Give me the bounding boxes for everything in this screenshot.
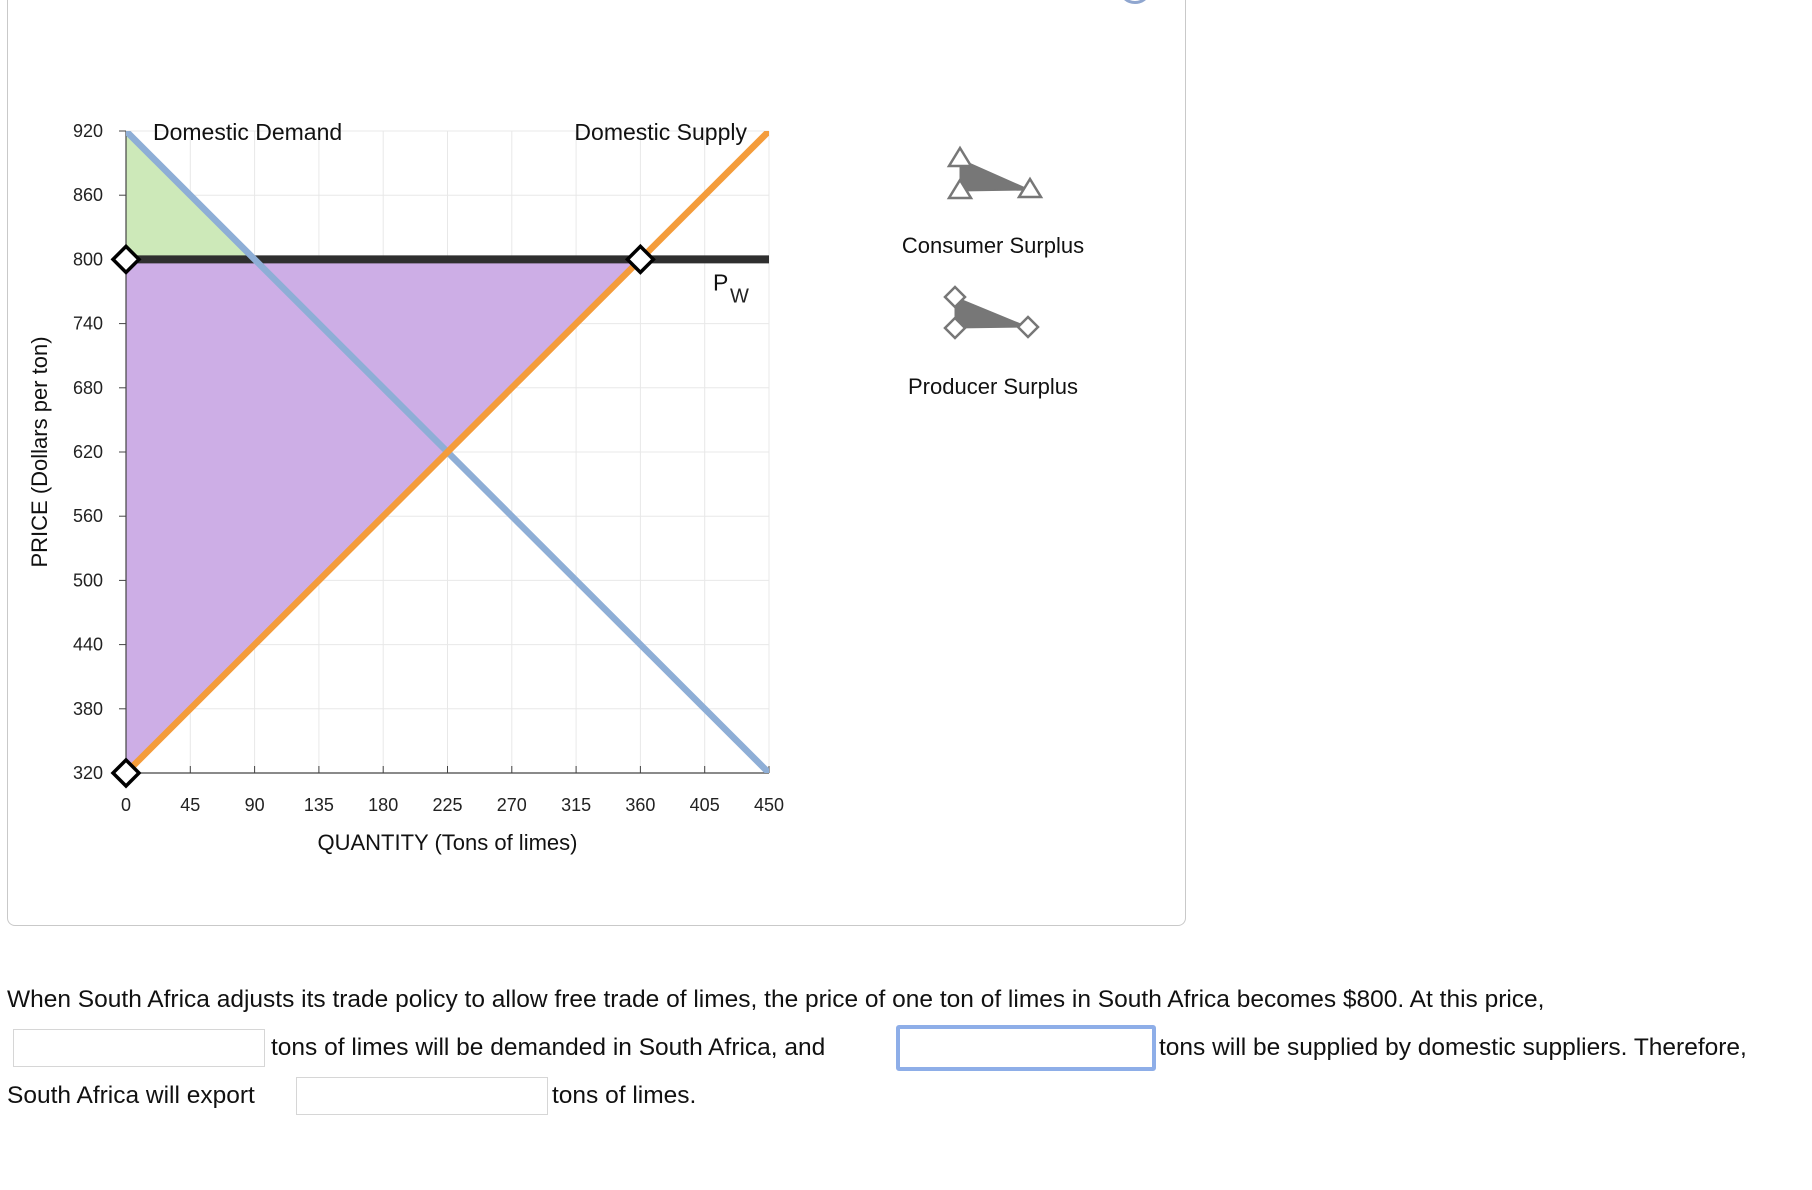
domestic-supply-curve[interactable] [126,131,769,773]
diamond-marker-icon [943,316,967,340]
supply-label: Domestic Supply [574,119,747,145]
exports-input[interactable] [296,1077,548,1115]
y-tick-label: 740 [73,314,103,334]
y-tick-label: 920 [73,121,103,141]
question-line-2-text-b: tons will be supplied by domestic suppli… [1159,1034,1747,1061]
world-price-label: P [713,269,728,295]
x-tick-label: 270 [497,795,527,815]
question-line-3: South Africa will export tons of limes. [7,1072,1812,1120]
x-tick-label: 315 [561,795,591,815]
x-tick-label: 405 [690,795,720,815]
curves [126,131,769,773]
y-axis-title: PRICE (Dollars per ton) [27,336,52,567]
producer-surplus-legend-label: Producer Surplus [908,374,1078,399]
labels: Domestic Demand Domestic Supply PW [153,119,749,307]
x-tick-label: 45 [180,795,200,815]
x-tick-label: 90 [245,795,265,815]
question-line-3-text-a: South Africa will export [7,1082,255,1109]
x-tick-label: 180 [368,795,398,815]
consumer-surplus-tool-shape[interactable] [959,158,1031,192]
consumer-surplus-legend-label: Consumer Surplus [902,233,1084,258]
consumer-surplus-tool[interactable]: Consumer Surplus [902,145,1084,258]
surplus-chart[interactable]: 320 380 440 500 560 620 680 740 800 860 920 0 45 90 13… [0,0,1812,960]
y-tick-label: 560 [73,506,103,526]
legend[interactable]: Consumer Surplus Producer Surplus [902,145,1084,399]
y-tick-label: 620 [73,442,103,462]
producer-surplus-tool[interactable]: Producer Surplus [908,285,1078,399]
y-tick-label: 680 [73,378,103,398]
x-tick-label: 450 [754,795,784,815]
axes: 320 380 440 500 560 620 680 740 800 860 920 0 45 90 13… [27,121,784,855]
y-tick-label: 860 [73,185,103,205]
diamond-marker-icon [943,285,967,309]
question-line-2: tons of limes will be demanded in South … [7,1024,1812,1072]
x-tick-label: 225 [432,795,462,815]
y-tick-label: 380 [73,699,103,719]
handles[interactable] [110,243,656,789]
triangle-marker-icon [946,177,974,200]
x-axis-title: QUANTITY (Tons of limes) [318,830,578,855]
y-tick-label: 440 [73,635,103,655]
surplus-handle[interactable] [110,757,142,789]
x-tick-label: 135 [304,795,334,815]
y-tick-label: 320 [73,763,103,783]
quantity-supplied-input[interactable] [896,1025,1156,1071]
question-line-2-text-a: tons of limes will be demanded in South … [271,1034,826,1061]
diamond-marker-icon [1016,315,1040,339]
question-line-3-text-b: tons of limes. [552,1082,697,1109]
question-line-1: When South Africa adjusts its trade poli… [7,976,1812,1024]
demand-label: Domestic Demand [153,119,342,145]
surplus-handle[interactable] [110,243,142,275]
x-tick-label: 360 [625,795,655,815]
question-line-1-text: When South Africa adjusts its trade poli… [7,986,1545,1013]
surplus-handle[interactable] [624,243,656,275]
question-text: When South Africa adjusts its trade poli… [7,976,1812,1120]
y-tick-label: 500 [73,570,103,590]
quantity-demanded-input[interactable] [13,1029,265,1067]
world-price-subscript: W [730,285,749,307]
x-tick-label: 0 [121,795,131,815]
triangle-marker-icon [946,145,974,168]
producer-surplus-tool-shape[interactable] [954,296,1029,329]
triangle-marker-icon [1016,176,1044,199]
y-tick-label: 800 [73,249,103,269]
